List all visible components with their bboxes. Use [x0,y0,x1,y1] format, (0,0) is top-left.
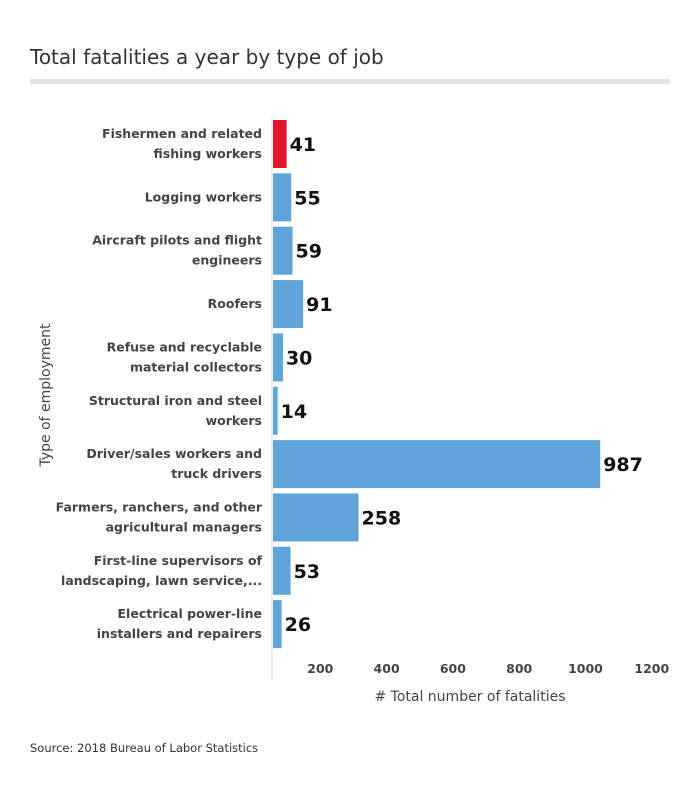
data-label: 258 [362,507,402,529]
data-label: 26 [285,614,311,636]
title-divider [30,79,670,84]
data-label: 55 [294,187,320,209]
x-tick-label: 1200 [634,661,669,676]
bar [273,120,287,168]
bar [273,386,278,435]
bar [273,333,283,382]
chart-title: Total fatalities a year by type of job [29,45,384,69]
bar [273,280,304,329]
category-label: First-line supervisors of landscaping, la… [61,553,263,588]
bar [273,493,359,542]
category-label: Driver/sales workers and truck drivers [86,446,262,481]
bar [273,440,601,489]
data-label: 41 [290,134,316,156]
data-label: 53 [294,561,320,583]
x-axis-label: # Total number of fatalities [374,689,565,705]
category-label: Farmers, ranchers, and other agricultural… [56,499,263,534]
x-tick-label: 1000 [568,661,603,676]
bar [273,600,282,649]
x-tick-label: 200 [307,661,333,676]
source-note: Source: 2018 Bureau of Labor Statistics [30,741,258,755]
category-label: Logging workers [145,189,262,204]
data-label: 30 [286,347,312,369]
bar [273,226,293,275]
data-label: 59 [296,241,322,263]
category-label: Fishermen and related fishing workers [102,126,262,161]
y-axis-label: Type of employment [38,323,54,468]
x-tick-label: 600 [440,661,466,676]
bar [273,173,292,222]
category-label: Roofers [208,296,262,311]
data-label: 91 [306,294,332,316]
category-label: Refuse and recyclable material collectors [107,339,262,374]
x-tick-label: 400 [374,661,400,676]
bar [273,546,291,595]
category-label: Electrical power-line installers and repa… [97,606,262,641]
x-tick-label: 800 [506,661,532,676]
category-label: Structural iron and steel workers [89,393,262,428]
category-label: Aircraft pilots and flight engineers [92,233,262,268]
data-label: 14 [281,401,307,423]
data-label: 987 [603,454,643,476]
